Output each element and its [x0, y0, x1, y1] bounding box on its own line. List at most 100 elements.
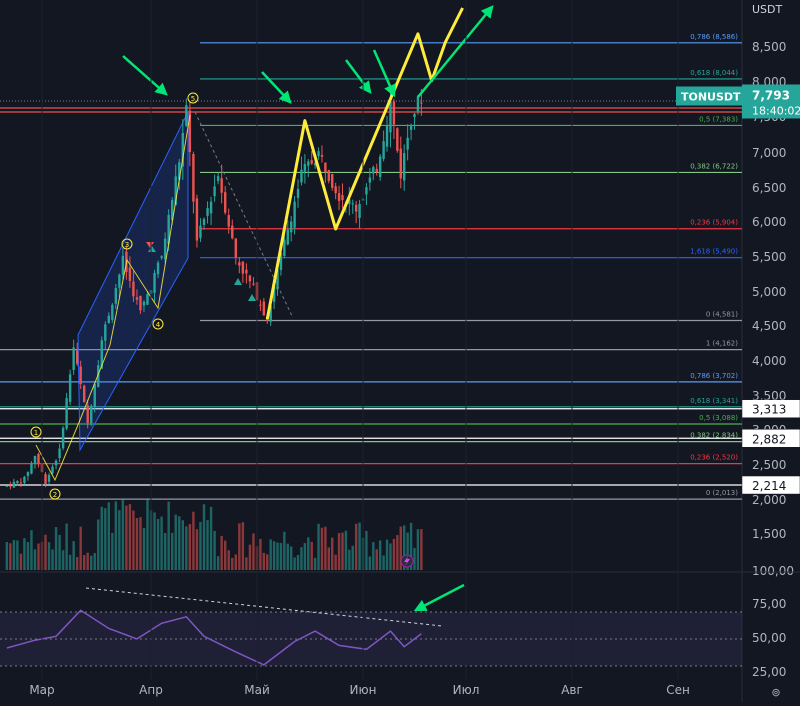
volume-bar — [293, 557, 296, 570]
candle-body — [248, 275, 252, 282]
candle-body — [289, 221, 293, 233]
candle-body — [79, 366, 82, 384]
rsi-panel[interactable] — [0, 571, 800, 667]
volume-bar — [61, 550, 65, 570]
volume-bar — [104, 508, 107, 570]
wave-label-circle — [121, 238, 133, 250]
wave-label: 3 — [125, 241, 129, 249]
candle-body — [75, 350, 79, 364]
volume-bar — [153, 512, 156, 570]
lightning-icon[interactable] — [400, 554, 414, 568]
candle-body — [266, 318, 269, 321]
time-label: Июл — [453, 683, 480, 697]
candle-body — [178, 162, 181, 180]
candle-body — [334, 186, 337, 194]
candle-body — [156, 262, 160, 275]
candle-body — [331, 174, 334, 188]
volume-bar — [317, 523, 320, 570]
candle-body — [26, 472, 30, 476]
volume-bar — [216, 556, 220, 570]
candle-body — [195, 198, 199, 241]
candle-body — [224, 192, 227, 213]
volume-bar — [93, 553, 96, 570]
candle-body — [65, 398, 68, 429]
volume-bar — [289, 546, 293, 570]
wave-label-circle — [49, 488, 61, 500]
candle-body — [51, 466, 54, 474]
volume-bar — [320, 527, 324, 570]
green-target-arrow[interactable] — [417, 5, 494, 98]
volume-bar — [283, 531, 286, 570]
price-tick-label: 8,500 — [752, 40, 786, 54]
projection-zigzag[interactable] — [265, 7, 464, 320]
fib-level-label: 0,382 (2,834) — [690, 432, 738, 440]
volume-bar — [9, 543, 12, 570]
candle-body — [372, 167, 375, 174]
settings-icon[interactable]: ⊚ — [771, 686, 780, 699]
volume-bar — [188, 524, 192, 570]
volume-bar — [409, 522, 413, 570]
candle-body — [61, 427, 65, 449]
volume-bar — [389, 543, 392, 570]
time-axis[interactable]: Мар Апр Май Июн Июл Авг Сен — [29, 0, 690, 697]
volume-bar — [97, 519, 100, 570]
volume-bar — [5, 542, 9, 570]
symbol-tag-bg — [676, 86, 742, 106]
volume-bar — [331, 537, 334, 570]
wave-label: 2 — [53, 491, 57, 499]
volume-bar — [195, 529, 199, 570]
candle-body — [171, 200, 174, 221]
candle-body — [238, 262, 241, 266]
candle-body — [216, 176, 220, 181]
candle-body — [121, 255, 125, 275]
candle-body — [199, 225, 202, 238]
candle-body — [396, 128, 399, 151]
volume-bar — [33, 549, 37, 570]
fibonacci-labels: 0,786 (8,586) 0,618 (8,044) 0,5 (7,383) 0,3… — [690, 33, 738, 497]
last-price-tag-bg — [742, 84, 800, 119]
time-label: Апр — [139, 683, 163, 697]
volume-bar — [416, 529, 420, 570]
support-price-tag-bg — [741, 429, 800, 448]
volume-bar — [185, 526, 188, 570]
candle-body — [9, 485, 12, 487]
up-marker — [234, 278, 242, 285]
trend-dashed-line[interactable] — [194, 111, 294, 319]
price-tick-label: 5,500 — [752, 250, 786, 264]
volume-bar — [16, 540, 19, 570]
volume-bar — [118, 510, 121, 570]
volume-bar — [385, 539, 389, 570]
rsi-tick-label: 50,00 — [752, 631, 786, 645]
volume-bar — [354, 523, 358, 570]
volume-bar — [181, 520, 184, 570]
candle-body — [279, 252, 283, 271]
volume-bar — [199, 521, 202, 570]
green-arrow — [122, 55, 168, 96]
volume-bar — [300, 547, 303, 570]
support-price-tag: 2,214 — [752, 479, 786, 493]
candle-body — [413, 113, 416, 118]
wave-label: 1 — [34, 429, 38, 437]
time-label: Мар — [29, 683, 54, 697]
candle-body — [100, 340, 103, 369]
support-price-tag-bg — [741, 399, 800, 418]
green-arrows — [122, 49, 465, 612]
elliott-wave-line[interactable] — [35, 114, 191, 482]
candle-body — [389, 101, 392, 133]
candle-body — [132, 281, 135, 297]
candle-body — [58, 448, 61, 459]
currency-label: USDT — [752, 3, 783, 16]
volume-bar — [54, 527, 58, 570]
candle-body — [313, 163, 317, 166]
volume-bar — [310, 541, 313, 570]
price-tick-label: 6,500 — [752, 181, 786, 195]
candle-body — [303, 164, 307, 172]
candle-body — [82, 385, 86, 403]
volume-bar — [313, 557, 317, 570]
fib-level-label: 1 (4,162) — [706, 340, 738, 348]
wave-label: 4 — [156, 321, 161, 329]
volume-bar — [303, 543, 307, 570]
price-tick-label: 100,00 — [752, 564, 794, 578]
